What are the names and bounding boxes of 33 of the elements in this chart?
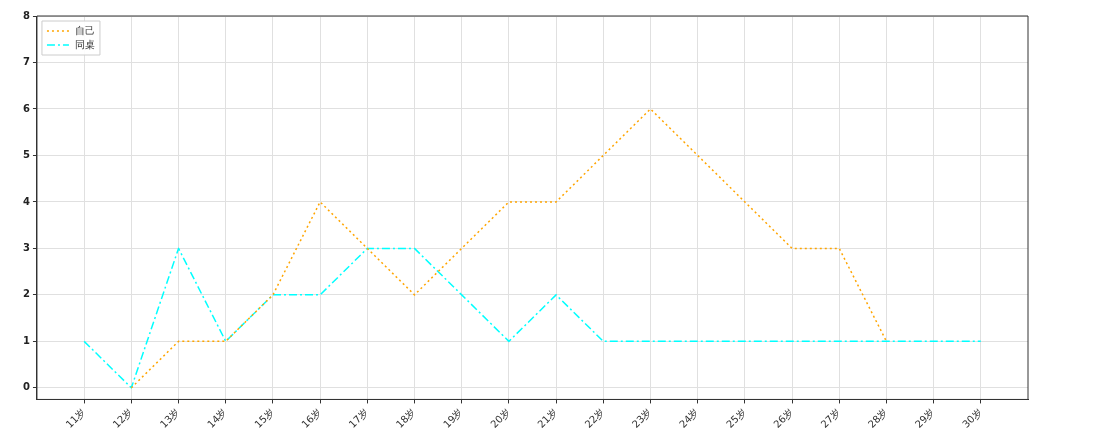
- x-tick-label: 30岁: [960, 406, 985, 431]
- line-series: [130, 108, 888, 389]
- legend-label: 自己: [74, 24, 95, 36]
- x-tick-label: 13岁: [157, 406, 182, 431]
- x-tick-label: 19岁: [441, 406, 465, 431]
- y-tick-label: 6: [22, 102, 30, 114]
- x-tick-label: 22岁: [582, 406, 607, 431]
- y-tick-label: 7: [22, 56, 30, 68]
- x-tick-label: 11岁: [63, 406, 88, 431]
- y-tick-label: 0: [22, 381, 30, 393]
- line-series: [83, 247, 982, 389]
- x-tick-label: 24岁: [677, 406, 701, 431]
- x-tick-label: 12岁: [110, 406, 135, 431]
- x-tick-label: 15岁: [252, 406, 277, 431]
- x-tick-label: 16岁: [299, 406, 324, 431]
- y-tick-label: 1: [22, 334, 30, 346]
- legend-label: 同桌: [74, 38, 95, 50]
- y-tick-label: 2: [22, 288, 30, 300]
- x-tick-label: 18岁: [393, 406, 418, 431]
- x-tick-label: 27岁: [818, 406, 843, 431]
- x-tick-label: 20岁: [488, 406, 513, 431]
- x-tick-label: 25岁: [724, 406, 749, 431]
- y-tick-label: 8: [22, 9, 30, 21]
- x-tick-label: 21岁: [535, 406, 560, 431]
- y-tick-label: 4: [22, 195, 30, 207]
- y-tick-label: 5: [22, 149, 30, 161]
- x-tick-label: 14岁: [205, 406, 229, 431]
- x-tick-label: 23岁: [629, 406, 654, 431]
- x-tick-label: 29岁: [913, 406, 937, 431]
- x-tick-label: 26岁: [771, 406, 796, 431]
- y-tick-label: 3: [22, 241, 30, 253]
- x-tick-label: 28岁: [865, 406, 890, 431]
- x-tick-label: 17岁: [346, 406, 371, 431]
